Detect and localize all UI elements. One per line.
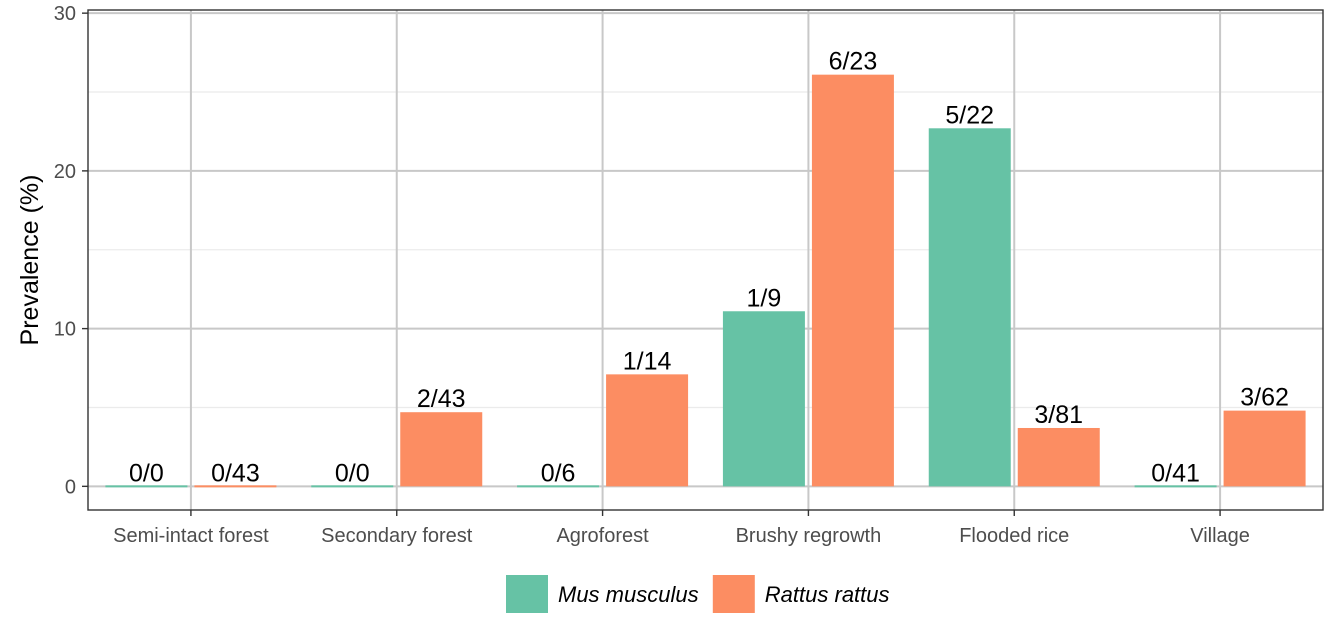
y-axis: 0 10 20 30 bbox=[54, 3, 88, 498]
y-tick-label: 0 bbox=[65, 476, 76, 498]
bars bbox=[105, 74, 1306, 488]
bar-data-label: 6/23 bbox=[829, 48, 878, 76]
x-tick-label: Secondary forest bbox=[321, 525, 473, 547]
bar-data-label: 3/62 bbox=[1240, 384, 1289, 412]
bar-data-label: 5/22 bbox=[945, 101, 994, 129]
bar-data-label: 1/9 bbox=[747, 284, 782, 312]
bar-data-label: 0/0 bbox=[335, 459, 370, 487]
bar-rattus-rattus bbox=[1223, 410, 1306, 487]
x-tick-label: Semi-intact forest bbox=[113, 525, 269, 547]
grid-lines bbox=[88, 10, 1323, 510]
panel-border bbox=[87, 9, 1324, 511]
y-tick-label: 20 bbox=[54, 161, 76, 183]
bar-data-label: 0/43 bbox=[211, 459, 260, 487]
bar-labels: 0/0 0/43 0/0 2/43 0/6 1/14 1/9 6/23 5/22 3/81 0/41… bbox=[129, 48, 1289, 488]
bar-rattus-rattus bbox=[606, 374, 689, 487]
x-tick-label: Village bbox=[1190, 525, 1250, 547]
legend-label: Mus musculus bbox=[558, 582, 699, 607]
bar-mus-musculus bbox=[311, 485, 394, 488]
bar-data-label: 3/81 bbox=[1034, 401, 1083, 429]
bar-mus-musculus bbox=[105, 485, 188, 488]
bar-data-label: 0/0 bbox=[129, 459, 164, 487]
y-axis-title: Prevalence (%) bbox=[16, 175, 44, 346]
legend-key-rattus-rattus bbox=[712, 575, 755, 613]
x-tick-label: Brushy regrowth bbox=[736, 525, 882, 547]
bar-data-label: 0/41 bbox=[1151, 459, 1200, 487]
bar-data-label: 0/6 bbox=[541, 459, 576, 487]
x-axis: Semi-intact forest Secondary forest Agrofo… bbox=[113, 510, 1250, 547]
legend-label: Rattus rattus bbox=[765, 582, 890, 607]
x-tick-label: Agroforest bbox=[556, 525, 649, 547]
bar-mus-musculus bbox=[1134, 485, 1217, 488]
bar-mus-musculus bbox=[928, 128, 1011, 487]
bar-rattus-rattus bbox=[194, 485, 277, 488]
bar-mus-musculus bbox=[722, 311, 805, 487]
legend-key-mus-musculus bbox=[506, 575, 548, 613]
legend: Mus musculus Rattus rattus bbox=[506, 575, 890, 613]
x-tick-label: Flooded rice bbox=[959, 525, 1069, 547]
bar-rattus-rattus bbox=[811, 74, 894, 487]
bar-rattus-rattus bbox=[1017, 427, 1100, 487]
y-tick-label: 10 bbox=[54, 319, 76, 341]
bar-data-label: 1/14 bbox=[623, 347, 672, 375]
bar-rattus-rattus bbox=[400, 412, 483, 487]
y-tick-label: 30 bbox=[54, 3, 76, 25]
bar-mus-musculus bbox=[517, 485, 600, 488]
bar-data-label: 2/43 bbox=[417, 385, 466, 413]
